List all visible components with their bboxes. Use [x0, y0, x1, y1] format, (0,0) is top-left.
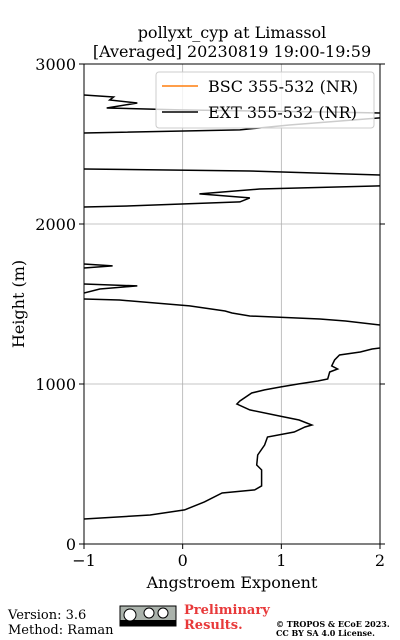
x-tick-label: 0	[178, 551, 188, 570]
plot-frame	[83, 63, 381, 545]
y-tick-label: 0	[66, 535, 76, 554]
chart-subtitle: [Averaged] 20230819 19:00-19:59	[93, 42, 371, 61]
copyright: © TROPOS & ECoE 2023.	[276, 619, 390, 629]
y-axis-label: Height (m)	[9, 260, 28, 348]
grid	[83, 63, 381, 545]
notice: Preliminary Results.	[184, 603, 270, 633]
license: CC BY SA 4.0 License.	[276, 628, 375, 638]
cc-badge	[119, 605, 177, 627]
y-tick-label: 3000	[35, 55, 76, 74]
legend: BSC 355-532 (NR) EXT 355-532 (NR)	[155, 71, 375, 129]
method: Method: Raman	[8, 623, 114, 638]
x-tick-label: 2	[375, 551, 385, 570]
plot-lines	[84, 94, 380, 520]
chart-title: pollyxt_cyp at Limassol	[138, 23, 327, 42]
x-tick-label: 1	[276, 551, 286, 570]
legend-label: BSC 355-532 (NR)	[208, 77, 358, 96]
legend-box	[155, 71, 375, 129]
y-tick-label: 1000	[35, 375, 76, 394]
x-axis-label: Angstroem Exponent	[146, 573, 318, 592]
legend-label: EXT 355-532 (NR)	[208, 103, 357, 122]
y-tick-label: 2000	[35, 215, 76, 234]
version: Version: 3.6	[7, 608, 86, 623]
profile-line	[84, 94, 380, 520]
x-tick-label: −1	[72, 551, 96, 570]
